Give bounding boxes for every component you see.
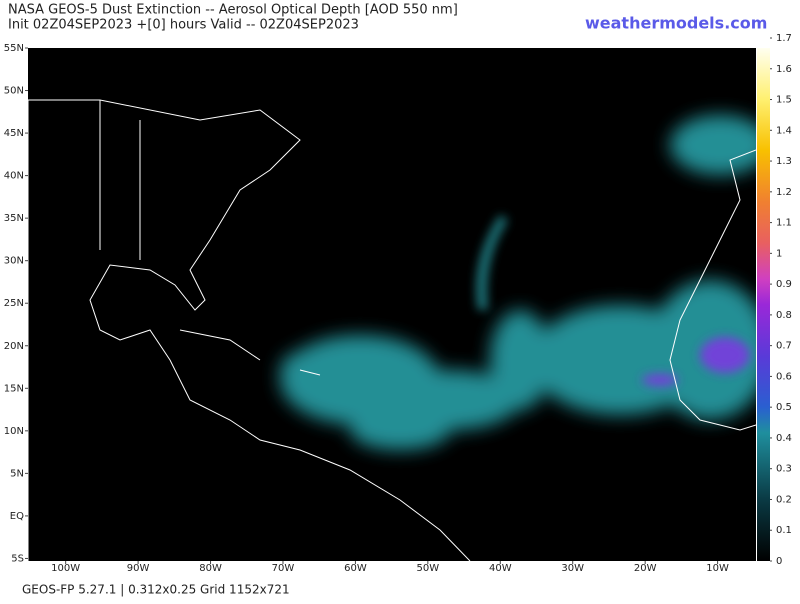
lat-label: 25N [4,298,24,309]
site-link: weathermodels.com [585,14,767,33]
colorbar-label: 0.7 [776,341,792,352]
colorbar-label: 1.1 [776,218,792,229]
lon-label: 70W [272,563,295,574]
lon-label: 100W [51,563,80,574]
coastlines [28,99,756,561]
lat-label: 40N [4,171,24,182]
lon-label: 60W [344,563,367,574]
colorbar-label: 1.7 [776,33,792,44]
lat-label: 50N [4,86,24,97]
colorbar-label: 1 [776,248,782,259]
colorbar-label: 0.4 [776,433,792,444]
lon-label: 30W [561,563,584,574]
lon-label: 40W [489,563,512,574]
dust-field [28,99,756,561]
colorbar-label: 1.4 [776,125,792,136]
lat-label: 15N [4,383,24,394]
lat-label: 55N [4,43,24,54]
map-area [28,48,756,561]
lon-label: 10W [706,563,729,574]
colorbar-label: 0 [776,556,782,567]
colorbar-label: 0.3 [776,464,792,475]
colorbar-label: 1.5 [776,95,792,106]
colorbar-label: 0.1 [776,525,792,536]
lat-label: 5S [11,553,24,564]
lat-label: 45N [4,128,24,139]
colorbar-label: 1.3 [776,156,792,167]
colorbar-label: 0.6 [776,371,792,382]
colorbar-label: 0.8 [776,310,792,321]
lat-label: 30N [4,256,24,267]
lat-label: 20N [4,341,24,352]
colorbar-label: 0.2 [776,494,792,505]
lon-label: 50W [417,563,440,574]
colorbar-label: 1.6 [776,64,792,75]
lat-label: EQ [10,511,24,522]
lat-label: 10N [4,426,24,437]
footer: GEOS-FP 5.27.1 | 0.312x0.25 Grid 1152x72… [22,583,290,597]
lon-label: 90W [127,563,150,574]
subtitle: Init 02Z04SEP2023 +[0] hours Valid -- 02… [8,18,359,33]
lat-label: 5N [10,468,24,479]
colorbar-label: 0.9 [776,279,792,290]
lon-label: 20W [634,563,657,574]
colorbar-label: 0.5 [776,402,792,413]
lon-label: 80W [199,563,222,574]
colorbar [757,48,770,561]
colorbar-label: 1.2 [776,187,792,198]
lat-label: 35N [4,213,24,224]
title: NASA GEOS-5 Dust Extinction -- Aerosol O… [8,3,458,18]
